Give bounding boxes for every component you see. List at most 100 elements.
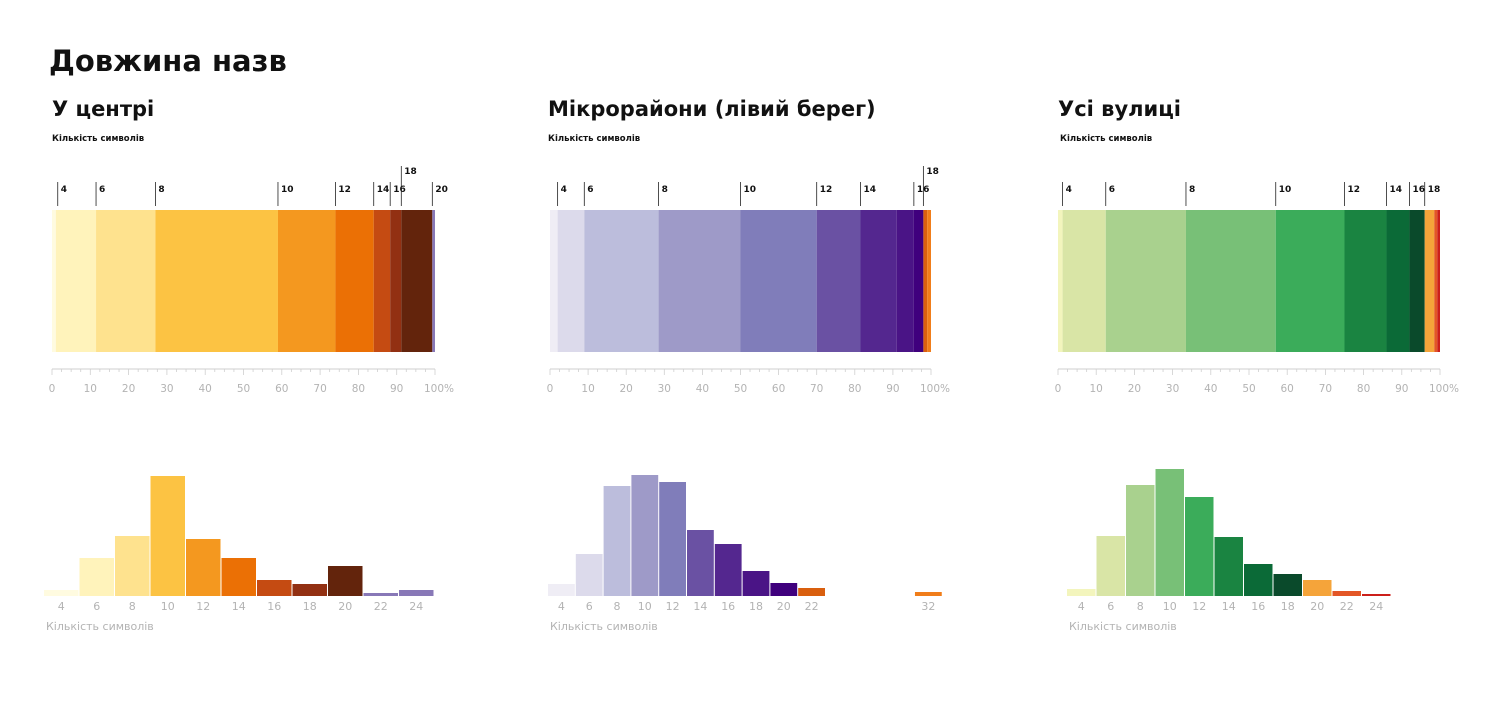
- stacked-segment: [1058, 210, 1063, 352]
- chart-title: Мікрорайони (лівий берег): [548, 97, 876, 121]
- x-axis-tick-label: 30: [160, 383, 173, 395]
- stacked-segment: [155, 210, 278, 352]
- page-title: Довжина назв: [49, 44, 287, 78]
- stacked-segment: [1105, 210, 1186, 352]
- x-axis-tick-label: 90: [1395, 383, 1408, 395]
- stacked-segment: [52, 210, 56, 352]
- x-axis-tick-label: 10: [1090, 383, 1103, 395]
- stacked-segment: [1437, 210, 1440, 352]
- x-axis-tick-label: 0: [49, 383, 56, 395]
- histogram-tick-label: 4: [558, 600, 565, 613]
- histogram-tick-label: 16: [1251, 600, 1265, 613]
- boundary-label: 14: [864, 185, 877, 195]
- boundary-label: 8: [158, 185, 164, 195]
- x-axis-tick-label: 10: [581, 383, 594, 395]
- histogram-bar: [44, 590, 79, 596]
- stacked-segment: [740, 210, 817, 352]
- histogram-tick-label: 4: [1078, 600, 1085, 613]
- histogram-bar: [292, 584, 327, 596]
- x-axis-tick-label: 60: [1281, 383, 1294, 395]
- x-axis-tick-label: 60: [772, 383, 785, 395]
- histogram-tick-label: 6: [1107, 600, 1114, 613]
- x-axis-tick-label: 90: [390, 383, 403, 395]
- histogram-bar: [770, 583, 798, 596]
- boundary-label: 6: [99, 185, 105, 195]
- x-axis-tick-label: 20: [1128, 383, 1141, 395]
- histogram-tick-label: 6: [93, 600, 100, 613]
- chart-title: Усі вулиці: [1058, 97, 1181, 121]
- histogram-tick-label: 16: [721, 600, 735, 613]
- histogram-tick-label: 18: [1281, 600, 1295, 613]
- stacked-segment: [557, 210, 585, 352]
- chart-subtitle: Кількість символів: [1060, 133, 1152, 144]
- stacked-segment: [401, 210, 433, 352]
- boundary-label: 18: [404, 167, 417, 177]
- x-axis-tick-label: 40: [696, 383, 709, 395]
- histogram-bar: [548, 584, 575, 596]
- stacked-segment: [1062, 210, 1106, 352]
- boundary-label: 12: [820, 185, 833, 195]
- stacked-segment: [1386, 210, 1410, 352]
- histogram-x-label: Кількість символів: [46, 620, 154, 633]
- stacked-segment: [658, 210, 741, 352]
- histogram-tick-label: 10: [638, 600, 652, 613]
- boundary-label: 6: [587, 185, 593, 195]
- boundary-label: 20: [435, 185, 448, 195]
- stacked-segment: [1344, 210, 1387, 352]
- x-axis-tick-label: 70: [1319, 383, 1332, 395]
- histogram-tick-label: 32: [921, 600, 935, 613]
- stacked-segment: [390, 210, 402, 352]
- histogram-tick-label: 8: [129, 600, 136, 613]
- x-axis-tick-label: 100%: [1429, 383, 1459, 395]
- histogram-bar: [115, 536, 150, 596]
- histogram-bar: [659, 482, 686, 596]
- histogram-bar: [798, 588, 825, 596]
- x-axis-tick-label: 40: [1204, 383, 1217, 395]
- histogram-tick-label: 14: [693, 600, 707, 613]
- boundary-label: 8: [662, 185, 668, 195]
- histogram-tick-label: 24: [409, 600, 423, 613]
- x-axis-tick-label: 20: [122, 383, 135, 395]
- boundary-label: 8: [1189, 185, 1195, 195]
- boundary-label: 14: [1390, 185, 1403, 195]
- x-axis-tick-label: 80: [352, 383, 365, 395]
- x-axis-tick-label: 0: [1055, 383, 1062, 395]
- stacked-segment: [373, 210, 391, 352]
- histogram-bar: [914, 592, 942, 596]
- histogram-bar: [742, 571, 770, 596]
- histogram-bar: [714, 544, 742, 596]
- histogram-tick-label: 10: [1163, 600, 1177, 613]
- histogram-bar: [1332, 591, 1361, 596]
- histogram-bar: [1362, 594, 1391, 596]
- stacked-segment: [923, 210, 928, 352]
- histogram-tick-label: 18: [749, 600, 763, 613]
- x-axis-tick-label: 100%: [424, 383, 454, 395]
- boundary-label: 16: [1412, 185, 1425, 195]
- x-axis-tick-label: 50: [734, 383, 747, 395]
- histogram-bar: [1244, 564, 1273, 596]
- histogram-x-label: Кількість символів: [550, 620, 658, 633]
- boundary-label: 4: [61, 185, 67, 195]
- histogram-tick-label: 20: [1310, 600, 1324, 613]
- stacked-segment: [432, 210, 435, 352]
- x-axis-tick-label: 90: [886, 383, 899, 395]
- chart-title: У центрі: [52, 97, 154, 121]
- histogram-bar: [1155, 469, 1184, 596]
- x-axis-tick-label: 50: [1242, 383, 1255, 395]
- x-axis-tick-label: 60: [275, 383, 288, 395]
- histogram-bar: [399, 590, 434, 596]
- histogram-tick-label: 14: [232, 600, 246, 613]
- histogram-tick-label: 8: [614, 600, 621, 613]
- x-axis-tick-label: 10: [84, 383, 97, 395]
- histogram-bar: [1303, 580, 1332, 596]
- histogram-bar: [328, 566, 363, 596]
- histogram-bar: [687, 530, 714, 596]
- boundary-label: 10: [1279, 185, 1292, 195]
- histogram-tick-label: 20: [777, 600, 791, 613]
- histogram-bar: [1273, 574, 1302, 596]
- histogram-bar: [1214, 537, 1243, 596]
- boundary-label: 14: [377, 185, 390, 195]
- boundary-label: 12: [1348, 185, 1361, 195]
- stacked-segment: [913, 210, 924, 352]
